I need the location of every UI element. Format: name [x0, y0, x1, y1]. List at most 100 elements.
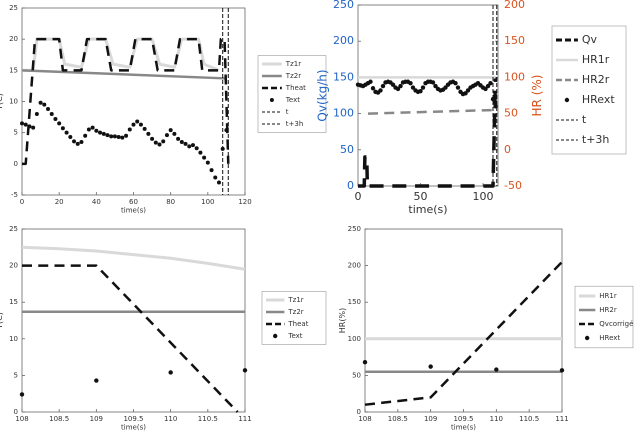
x-tick-label: 109.5	[123, 415, 143, 423]
legend-label: Tz1r	[287, 296, 303, 304]
y2-tick-label: 150	[504, 34, 525, 47]
data-point	[112, 134, 117, 139]
data-point	[142, 126, 147, 131]
x-tick-label: 110.5	[198, 415, 218, 423]
data-point	[428, 364, 433, 369]
x-tick-label: 50	[414, 190, 428, 203]
x-tick-label: 111	[555, 415, 568, 423]
series-line	[22, 37, 220, 72]
data-point	[105, 133, 110, 138]
y-axis-label: T(C)	[0, 93, 4, 111]
data-point	[57, 121, 62, 126]
plot-frame	[21, 228, 246, 413]
data-point	[368, 79, 373, 84]
data-point	[483, 86, 488, 92]
x-tick-label: 108	[358, 415, 371, 423]
data-point	[131, 122, 136, 127]
y-tick-label: 25	[9, 225, 18, 233]
data-point	[135, 119, 140, 124]
legend-label: Qvcorrigé	[599, 320, 633, 328]
legend-label: Text	[287, 332, 302, 340]
x-tick-label: 0	[355, 190, 362, 203]
legend-label: t+3h	[286, 120, 304, 128]
data-point	[42, 102, 47, 107]
data-point	[90, 125, 95, 130]
data-point	[72, 139, 77, 144]
series-line	[22, 264, 239, 413]
x-tick-label: 109	[424, 415, 437, 423]
x-tick-label: 109	[90, 415, 103, 423]
y-axis-label: T(C)	[0, 312, 4, 330]
data-point	[205, 160, 210, 165]
data-point	[153, 140, 158, 145]
legend-label: Text	[285, 96, 300, 104]
data-point	[420, 85, 426, 90]
y-axis-label: HR(%)	[338, 308, 347, 333]
x-tick-label: 100	[473, 190, 494, 203]
x-tick-label: 40	[92, 198, 101, 206]
y2-tick-label: -50	[504, 179, 522, 192]
data-point	[98, 130, 103, 135]
data-point	[46, 106, 51, 111]
data-point	[168, 128, 173, 133]
data-point	[138, 122, 143, 127]
y-tick-label: -5	[11, 191, 18, 199]
data-point	[124, 133, 129, 138]
data-point	[494, 367, 499, 372]
data-point	[443, 85, 448, 90]
x-tick-label: 108.5	[388, 415, 408, 423]
legend-swatch	[564, 97, 570, 103]
legend-label: Qv	[582, 33, 598, 46]
data-point	[94, 128, 99, 133]
legend-label: HR1r	[582, 53, 610, 66]
data-point	[53, 116, 58, 121]
legend-label: HR1r	[599, 292, 617, 300]
y-tick-label: 250	[348, 225, 361, 233]
legend-label: HR2r	[599, 306, 617, 314]
y-tick-label: 200	[348, 262, 361, 270]
x-tick-label: 0	[20, 198, 24, 206]
data-point	[146, 131, 151, 136]
data-point	[157, 142, 162, 147]
data-point	[179, 140, 184, 145]
data-point	[161, 139, 166, 144]
data-point	[410, 85, 416, 90]
legend-label: t	[582, 113, 587, 126]
y2-tick-label: 50	[504, 107, 518, 120]
y-tick-label: 15	[9, 298, 18, 306]
legend-label: Theat	[287, 320, 308, 328]
y-tick-label: 200	[333, 34, 354, 47]
data-point	[463, 91, 468, 96]
data-point	[362, 360, 368, 365]
data-point	[190, 143, 195, 148]
y-tick-label: 5	[14, 371, 18, 379]
data-point	[418, 88, 423, 94]
y-tick-label: 0	[14, 160, 18, 168]
data-point	[202, 155, 207, 160]
x-tick-label: 109.5	[453, 415, 473, 423]
data-point	[86, 127, 91, 132]
y-tick-label: 20	[9, 35, 18, 43]
y-tick-label: 100	[348, 335, 361, 343]
x-tick-label: 60	[129, 198, 138, 206]
y-tick-label: 150	[333, 70, 354, 83]
y-tick-label: 0	[357, 408, 361, 416]
x-tick-label: 80	[166, 198, 175, 206]
legend-swatch	[584, 335, 590, 341]
series-line	[22, 37, 230, 166]
data-point	[183, 141, 188, 146]
y-tick-label: 15	[9, 66, 18, 74]
legend-box	[257, 55, 327, 133]
data-point	[488, 80, 493, 86]
data-point	[49, 111, 54, 116]
series-line	[364, 261, 563, 406]
data-point	[60, 126, 65, 131]
data-point	[370, 86, 376, 91]
data-point	[198, 150, 203, 155]
data-point	[378, 88, 383, 93]
y-tick-label: 20	[9, 262, 18, 270]
data-point	[127, 127, 132, 132]
data-point	[433, 83, 438, 89]
y-tick-label: 0	[347, 179, 354, 192]
